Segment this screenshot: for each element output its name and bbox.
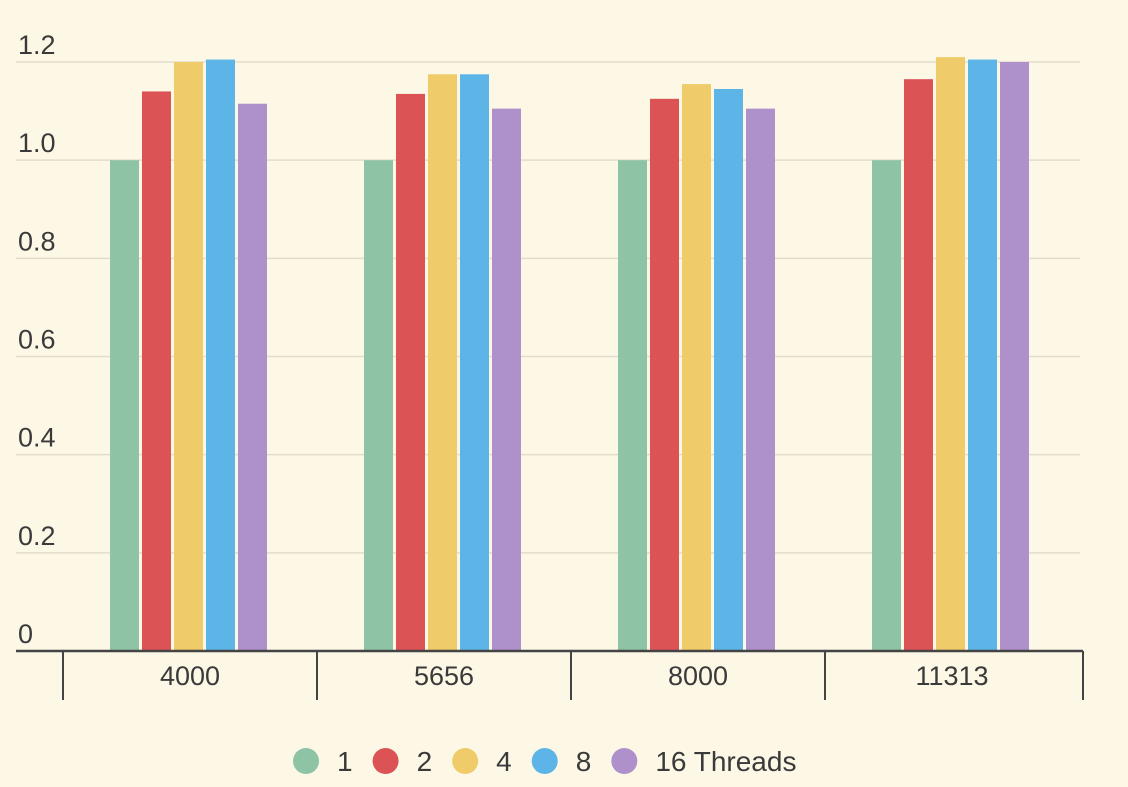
legend-label: 2	[417, 746, 433, 777]
y-tick-label: 0.6	[18, 325, 56, 355]
legend-swatch	[372, 748, 399, 774]
legend-swatch	[293, 748, 319, 774]
legend-swatch	[611, 748, 638, 774]
legend: 1 2 4 8 16 Threads	[293, 746, 796, 777]
legend-item: 4	[452, 746, 512, 777]
legend-swatch	[531, 748, 558, 774]
bar-8-4000	[206, 59, 235, 651]
x-axis: 4000 5656 8000 11313	[16, 649, 1084, 700]
y-tick-label: 0.4	[18, 423, 56, 453]
y-tick-label: 0.8	[18, 226, 56, 256]
y-tick-label: 0.2	[18, 521, 56, 551]
bar-16-threads-11313	[1000, 62, 1029, 651]
bar-1-5656	[364, 160, 393, 651]
bar-16-threads-5656	[492, 108, 521, 652]
legend-label: 1	[337, 746, 353, 777]
y-tick-label: 0	[18, 619, 33, 649]
y-axis-tick-labels: 0 0.2 0.4 0.6 0.8 1.0 1.2	[18, 30, 56, 649]
bar-4-4000	[174, 62, 203, 651]
bar-1-11313	[872, 160, 901, 651]
legend-item: 16 Threads	[611, 746, 796, 777]
bar-16-threads-8000	[746, 108, 775, 652]
bar-4-5656	[428, 74, 457, 652]
bar-4-8000	[682, 84, 711, 651]
bar-2-5656	[396, 93, 425, 651]
bar-2-4000	[142, 91, 171, 651]
legend-label: 4	[496, 746, 512, 777]
x-tick-label: 8000	[668, 661, 728, 691]
legend-item: 2	[372, 746, 433, 777]
legend-label: 8	[576, 746, 592, 777]
legend-item: 1	[293, 746, 353, 777]
bar-8-5656	[460, 74, 489, 652]
legend-swatch	[452, 748, 479, 774]
x-tick-label: 5656	[414, 661, 474, 691]
bar-8-8000	[714, 88, 743, 651]
bar-2-11313	[904, 79, 933, 651]
bar-1-8000	[618, 160, 647, 651]
bar-2-8000	[650, 98, 679, 651]
bars	[110, 57, 1029, 652]
y-tick-label: 1.2	[18, 30, 56, 60]
legend-label: 16 Threads	[655, 746, 796, 777]
bar-4-11313	[936, 57, 965, 651]
x-tick-label: 11313	[915, 661, 988, 691]
legend-item: 8	[531, 746, 592, 777]
bar-1-4000	[110, 160, 139, 651]
bar-8-11313	[968, 59, 997, 651]
x-tick-label: 4000	[160, 661, 220, 691]
bar-16-threads-4000	[238, 103, 267, 652]
y-tick-label: 1.0	[18, 128, 56, 158]
